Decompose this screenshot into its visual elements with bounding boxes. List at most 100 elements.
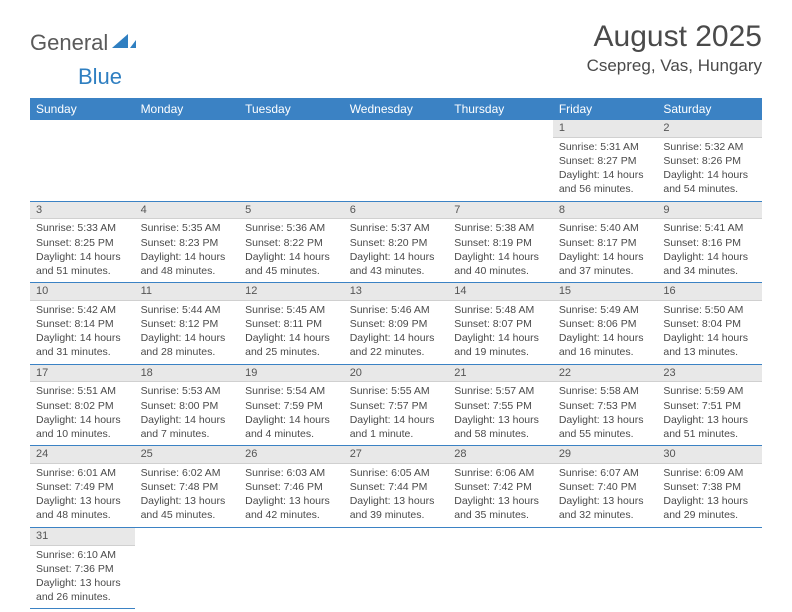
calendar-table: SundayMondayTuesdayWednesdayThursdayFrid… — [30, 98, 762, 609]
day-cell: 31Sunrise: 6:10 AMSunset: 7:36 PMDayligh… — [30, 527, 135, 609]
day-cell: 14Sunrise: 5:48 AMSunset: 8:07 PMDayligh… — [448, 283, 553, 365]
day-content: Sunrise: 6:06 AMSunset: 7:42 PMDaylight:… — [448, 464, 553, 527]
day-number: 23 — [657, 365, 762, 383]
daylight-line: Daylight: 13 hours and 35 minutes. — [454, 494, 547, 522]
day-number: 19 — [239, 365, 344, 383]
day-header: Thursday — [448, 98, 553, 120]
day-header: Tuesday — [239, 98, 344, 120]
day-number: 27 — [344, 446, 449, 464]
sunrise-line: Sunrise: 5:38 AM — [454, 221, 547, 235]
day-number: 28 — [448, 446, 553, 464]
day-number: 31 — [30, 528, 135, 546]
sunrise-line: Sunrise: 6:06 AM — [454, 466, 547, 480]
sunset-line: Sunset: 7:36 PM — [36, 562, 129, 576]
sunrise-line: Sunrise: 6:01 AM — [36, 466, 129, 480]
daylight-line: Daylight: 14 hours and 48 minutes. — [141, 250, 234, 278]
day-content: Sunrise: 6:07 AMSunset: 7:40 PMDaylight:… — [553, 464, 658, 527]
sunrise-line: Sunrise: 5:46 AM — [350, 303, 443, 317]
day-content: Sunrise: 5:44 AMSunset: 8:12 PMDaylight:… — [135, 301, 240, 364]
sunrise-line: Sunrise: 5:54 AM — [245, 384, 338, 398]
day-cell: 20Sunrise: 5:55 AMSunset: 7:57 PMDayligh… — [344, 364, 449, 446]
day-content: Sunrise: 6:09 AMSunset: 7:38 PMDaylight:… — [657, 464, 762, 527]
day-cell: 27Sunrise: 6:05 AMSunset: 7:44 PMDayligh… — [344, 446, 449, 528]
daylight-line: Daylight: 14 hours and 43 minutes. — [350, 250, 443, 278]
sunset-line: Sunset: 8:00 PM — [141, 399, 234, 413]
daylight-line: Daylight: 13 hours and 32 minutes. — [559, 494, 652, 522]
sunset-line: Sunset: 7:53 PM — [559, 399, 652, 413]
sunrise-line: Sunrise: 5:32 AM — [663, 140, 756, 154]
day-content: Sunrise: 5:58 AMSunset: 7:53 PMDaylight:… — [553, 382, 658, 445]
day-content: Sunrise: 5:46 AMSunset: 8:09 PMDaylight:… — [344, 301, 449, 364]
day-content: Sunrise: 5:35 AMSunset: 8:23 PMDaylight:… — [135, 219, 240, 282]
day-content: Sunrise: 5:49 AMSunset: 8:06 PMDaylight:… — [553, 301, 658, 364]
day-cell — [344, 527, 449, 609]
day-number: 3 — [30, 202, 135, 220]
location: Csepreg, Vas, Hungary — [587, 56, 762, 76]
daylight-line: Daylight: 14 hours and 54 minutes. — [663, 168, 756, 196]
day-cell: 22Sunrise: 5:58 AMSunset: 7:53 PMDayligh… — [553, 364, 658, 446]
sunrise-line: Sunrise: 5:53 AM — [141, 384, 234, 398]
day-number: 26 — [239, 446, 344, 464]
month-title: August 2025 — [587, 20, 762, 54]
day-cell: 12Sunrise: 5:45 AMSunset: 8:11 PMDayligh… — [239, 283, 344, 365]
day-cell: 13Sunrise: 5:46 AMSunset: 8:09 PMDayligh… — [344, 283, 449, 365]
sunset-line: Sunset: 8:27 PM — [559, 154, 652, 168]
sunrise-line: Sunrise: 5:51 AM — [36, 384, 129, 398]
daylight-line: Daylight: 13 hours and 45 minutes. — [141, 494, 234, 522]
daylight-line: Daylight: 14 hours and 4 minutes. — [245, 413, 338, 441]
sunset-line: Sunset: 8:06 PM — [559, 317, 652, 331]
sunrise-line: Sunrise: 5:50 AM — [663, 303, 756, 317]
daylight-line: Daylight: 14 hours and 45 minutes. — [245, 250, 338, 278]
sunrise-line: Sunrise: 6:02 AM — [141, 466, 234, 480]
title-block: August 2025 Csepreg, Vas, Hungary — [587, 20, 762, 76]
sunrise-line: Sunrise: 5:44 AM — [141, 303, 234, 317]
sunset-line: Sunset: 7:57 PM — [350, 399, 443, 413]
day-header: Friday — [553, 98, 658, 120]
day-number: 20 — [344, 365, 449, 383]
day-content: Sunrise: 5:57 AMSunset: 7:55 PMDaylight:… — [448, 382, 553, 445]
sunset-line: Sunset: 7:49 PM — [36, 480, 129, 494]
sunset-line: Sunset: 8:07 PM — [454, 317, 547, 331]
day-number: 12 — [239, 283, 344, 301]
sunset-line: Sunset: 7:40 PM — [559, 480, 652, 494]
sunrise-line: Sunrise: 5:33 AM — [36, 221, 129, 235]
sunset-line: Sunset: 8:04 PM — [663, 317, 756, 331]
sunrise-line: Sunrise: 5:42 AM — [36, 303, 129, 317]
day-cell — [657, 527, 762, 609]
sunset-line: Sunset: 8:19 PM — [454, 236, 547, 250]
day-number: 6 — [344, 202, 449, 220]
day-header: Saturday — [657, 98, 762, 120]
daylight-line: Daylight: 13 hours and 42 minutes. — [245, 494, 338, 522]
day-cell: 19Sunrise: 5:54 AMSunset: 7:59 PMDayligh… — [239, 364, 344, 446]
daylight-line: Daylight: 14 hours and 28 minutes. — [141, 331, 234, 359]
daylight-line: Daylight: 14 hours and 34 minutes. — [663, 250, 756, 278]
day-content: Sunrise: 5:41 AMSunset: 8:16 PMDaylight:… — [657, 219, 762, 282]
day-cell — [448, 527, 553, 609]
daylight-line: Daylight: 13 hours and 39 minutes. — [350, 494, 443, 522]
day-content: Sunrise: 5:53 AMSunset: 8:00 PMDaylight:… — [135, 382, 240, 445]
day-number: 22 — [553, 365, 658, 383]
day-cell: 23Sunrise: 5:59 AMSunset: 7:51 PMDayligh… — [657, 364, 762, 446]
day-cell: 11Sunrise: 5:44 AMSunset: 8:12 PMDayligh… — [135, 283, 240, 365]
day-content: Sunrise: 5:48 AMSunset: 8:07 PMDaylight:… — [448, 301, 553, 364]
day-cell — [135, 120, 240, 201]
sunset-line: Sunset: 8:25 PM — [36, 236, 129, 250]
sunset-line: Sunset: 8:11 PM — [245, 317, 338, 331]
sunset-line: Sunset: 8:14 PM — [36, 317, 129, 331]
sunrise-line: Sunrise: 5:58 AM — [559, 384, 652, 398]
day-cell: 2Sunrise: 5:32 AMSunset: 8:26 PMDaylight… — [657, 120, 762, 201]
day-content: Sunrise: 5:31 AMSunset: 8:27 PMDaylight:… — [553, 138, 658, 201]
sunrise-line: Sunrise: 5:59 AM — [663, 384, 756, 398]
day-content: Sunrise: 5:33 AMSunset: 8:25 PMDaylight:… — [30, 219, 135, 282]
daylight-line: Daylight: 13 hours and 51 minutes. — [663, 413, 756, 441]
day-cell: 17Sunrise: 5:51 AMSunset: 8:02 PMDayligh… — [30, 364, 135, 446]
sunrise-line: Sunrise: 6:05 AM — [350, 466, 443, 480]
sunrise-line: Sunrise: 5:37 AM — [350, 221, 443, 235]
day-header: Sunday — [30, 98, 135, 120]
calendar-body: 1Sunrise: 5:31 AMSunset: 8:27 PMDaylight… — [30, 120, 762, 609]
day-cell: 10Sunrise: 5:42 AMSunset: 8:14 PMDayligh… — [30, 283, 135, 365]
day-cell: 18Sunrise: 5:53 AMSunset: 8:00 PMDayligh… — [135, 364, 240, 446]
day-cell — [30, 120, 135, 201]
day-number: 7 — [448, 202, 553, 220]
day-number: 1 — [553, 120, 658, 138]
